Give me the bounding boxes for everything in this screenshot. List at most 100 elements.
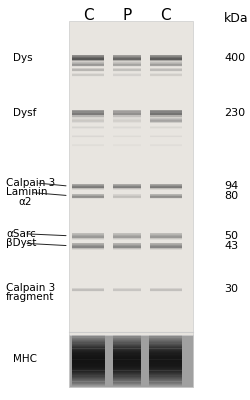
- Bar: [112, 375, 141, 379]
- Bar: [149, 289, 181, 290]
- Bar: [71, 353, 104, 357]
- Text: 230: 230: [223, 108, 244, 118]
- Bar: [72, 109, 104, 112]
- Bar: [149, 196, 181, 198]
- Bar: [72, 244, 104, 246]
- Bar: [113, 62, 140, 66]
- Bar: [113, 70, 140, 72]
- Bar: [113, 243, 140, 245]
- Bar: [72, 74, 104, 76]
- Bar: [112, 362, 141, 366]
- Bar: [72, 243, 104, 248]
- Bar: [149, 55, 181, 60]
- Bar: [149, 183, 181, 186]
- Bar: [72, 76, 104, 77]
- Text: Dys: Dys: [13, 53, 32, 63]
- Bar: [113, 184, 140, 186]
- Bar: [113, 196, 140, 198]
- Bar: [112, 361, 141, 364]
- Bar: [149, 136, 181, 138]
- Bar: [149, 73, 181, 74]
- Bar: [149, 60, 181, 62]
- Bar: [72, 135, 104, 136]
- Bar: [72, 197, 104, 199]
- Bar: [112, 373, 141, 376]
- Bar: [113, 236, 140, 238]
- Bar: [149, 127, 181, 128]
- Bar: [71, 338, 104, 341]
- Bar: [72, 68, 104, 69]
- Bar: [113, 68, 140, 70]
- Text: 400: 400: [223, 53, 244, 63]
- Bar: [68, 21, 192, 387]
- Bar: [149, 74, 181, 75]
- Bar: [149, 126, 181, 127]
- Bar: [149, 363, 182, 367]
- Bar: [149, 342, 182, 346]
- Bar: [149, 382, 182, 385]
- Bar: [113, 238, 140, 240]
- Bar: [149, 135, 181, 136]
- Bar: [72, 129, 104, 130]
- Bar: [72, 116, 104, 119]
- Bar: [149, 76, 181, 77]
- Bar: [113, 187, 140, 190]
- Bar: [71, 355, 104, 358]
- Bar: [149, 129, 181, 130]
- Bar: [112, 352, 141, 356]
- Bar: [112, 355, 141, 358]
- Bar: [113, 127, 140, 128]
- Bar: [72, 68, 104, 71]
- Bar: [72, 120, 104, 122]
- Bar: [72, 63, 104, 65]
- Bar: [112, 357, 141, 361]
- Bar: [149, 193, 181, 195]
- Bar: [149, 76, 181, 77]
- Bar: [149, 136, 181, 137]
- Bar: [113, 291, 140, 292]
- Text: α2: α2: [18, 197, 32, 207]
- Bar: [72, 68, 104, 70]
- Bar: [149, 73, 181, 76]
- Bar: [149, 248, 181, 251]
- Bar: [113, 61, 140, 64]
- Bar: [149, 290, 181, 291]
- Bar: [72, 144, 104, 146]
- Bar: [113, 290, 140, 291]
- Bar: [113, 63, 140, 65]
- Text: C: C: [160, 8, 170, 23]
- Text: 50: 50: [223, 231, 237, 241]
- Bar: [149, 145, 181, 146]
- Bar: [112, 369, 141, 373]
- Bar: [113, 248, 140, 250]
- Bar: [72, 196, 104, 198]
- Bar: [149, 290, 181, 292]
- Bar: [72, 120, 104, 121]
- Text: 80: 80: [223, 191, 237, 201]
- Bar: [149, 245, 181, 247]
- Bar: [72, 195, 104, 197]
- Bar: [113, 234, 140, 236]
- Bar: [72, 183, 104, 186]
- Bar: [149, 196, 181, 198]
- Bar: [149, 243, 181, 248]
- Text: kDa: kDa: [223, 12, 248, 24]
- Bar: [113, 70, 140, 71]
- Bar: [71, 357, 104, 361]
- Bar: [113, 64, 140, 66]
- Bar: [71, 348, 104, 352]
- Bar: [149, 358, 182, 362]
- Bar: [72, 144, 104, 145]
- Bar: [149, 146, 181, 147]
- Bar: [72, 144, 104, 145]
- Bar: [72, 136, 104, 137]
- Bar: [72, 288, 104, 290]
- Bar: [112, 382, 141, 385]
- Bar: [72, 110, 104, 115]
- Bar: [149, 114, 181, 116]
- Bar: [149, 62, 181, 64]
- Bar: [113, 128, 140, 129]
- Bar: [112, 347, 141, 351]
- Bar: [112, 358, 141, 362]
- Bar: [113, 144, 140, 145]
